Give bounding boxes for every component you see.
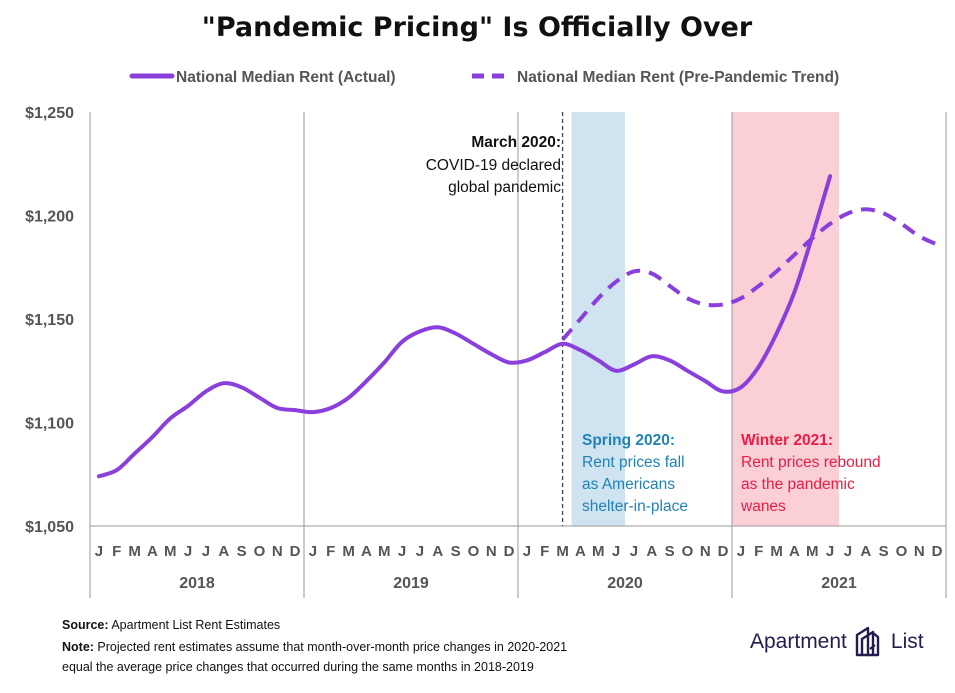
month-tick-label: J [416, 543, 424, 560]
month-tick-label: D [504, 543, 515, 560]
month-tick-label: M [128, 543, 141, 560]
footer-note-line-1: Projected rent estimates assume that mon… [93, 640, 568, 654]
month-tick-label: J [737, 543, 745, 560]
month-tick-label: M [770, 543, 783, 560]
month-tick-label: F [540, 543, 549, 560]
month-tick-label: O [468, 543, 480, 560]
month-tick-label: M [164, 543, 177, 560]
month-tick-label: N [914, 543, 925, 560]
footer-note-label: Note: [62, 640, 94, 654]
month-tick-label: J [612, 543, 620, 560]
year-label: 2020 [607, 575, 643, 592]
month-tick-label: F [326, 543, 335, 560]
month-tick-label: A [218, 543, 229, 560]
month-tick-label: M [378, 543, 391, 560]
annotation-winter-2021: Winter 2021: Rent prices rebound as the … [740, 432, 881, 515]
annotation-spring-line-2: as Americans [582, 476, 675, 493]
month-tick-label: A [361, 543, 372, 560]
month-tick-label: N [486, 543, 497, 560]
legend-label-actual: National Median Rent (Actual) [176, 69, 396, 86]
month-tick-label: D [932, 543, 943, 560]
month-tick-label: J [826, 543, 834, 560]
legend-label-trend: National Median Rent (Pre-Pandemic Trend… [517, 69, 839, 86]
annotation-winter-line-3: wanes [740, 498, 786, 515]
apartment-list-logo: Apartment List [750, 624, 924, 660]
footer-note-line-2: equal the average price changes that occ… [62, 660, 534, 674]
footer-note: Note: Projected rent estimates assume th… [62, 637, 567, 677]
annotation-spring-line-3: shelter-in-place [582, 498, 688, 515]
annotation-march-line-1: COVID-19 declared [426, 157, 561, 174]
month-tick-label: M [556, 543, 569, 560]
month-tick-label: J [398, 543, 406, 560]
y-tick-label: $1,050 [25, 519, 74, 536]
year-label: 2018 [179, 575, 215, 592]
annotation-winter-title: Winter 2021: [741, 432, 833, 449]
month-tick-label: M [592, 543, 605, 560]
month-tick-label: S [451, 543, 461, 560]
month-tick-label: O [896, 543, 908, 560]
footer-source-label: Source: [62, 618, 109, 632]
month-tick-label: F [754, 543, 763, 560]
month-tick-label: A [860, 543, 871, 560]
month-tick-label: F [112, 543, 121, 560]
building-mark-icon [855, 626, 880, 657]
footer-source-text: Apartment List Rent Estimates [108, 618, 281, 632]
month-tick-label: J [202, 543, 210, 560]
annotation-winter-line-2: as the pandemic [741, 476, 855, 493]
month-tick-label: A [432, 543, 443, 560]
month-tick-label: M [342, 543, 355, 560]
series-line-trend [561, 207, 938, 342]
chart-title: "Pandemic Pricing" Is Officially Over [202, 12, 753, 43]
footer-source: Source: Apartment List Rent Estimates [62, 615, 280, 635]
month-tick-label: D [718, 543, 729, 560]
month-tick-label: J [844, 543, 852, 560]
legend: National Median Rent (Actual) National M… [129, 69, 839, 86]
month-tick-label: J [630, 543, 638, 560]
annotation-spring-2020: Spring 2020: Rent prices fall as America… [582, 432, 688, 515]
annotation-spring-title: Spring 2020: [582, 432, 675, 449]
month-tick-label: A [646, 543, 657, 560]
month-tick-label: S [879, 543, 889, 560]
month-tick-label: J [95, 543, 103, 560]
y-tick-label: $1,100 [25, 416, 74, 433]
month-tick-label: A [575, 543, 586, 560]
logo-text-left: Apartment [750, 630, 847, 653]
annotation-spring-line-1: Rent prices fall [582, 454, 685, 471]
month-tick-label: J [309, 543, 317, 560]
month-tick-label: D [290, 543, 301, 560]
y-tick-label: $1,200 [25, 209, 74, 226]
month-tick-label: O [254, 543, 266, 560]
month-tick-label: J [184, 543, 192, 560]
year-label: 2021 [821, 575, 857, 592]
month-tick-label: A [789, 543, 800, 560]
annotation-march-2020: March 2020: COVID-19 declared global pan… [426, 134, 562, 196]
y-tick-label: $1,150 [25, 312, 74, 329]
annotation-winter-line-1: Rent prices rebound [741, 454, 881, 471]
month-tick-label: S [237, 543, 247, 560]
series-line-actual [96, 174, 833, 479]
annotation-march-line-2: global pandemic [448, 179, 561, 196]
y-tick-label: $1,250 [25, 105, 74, 122]
month-tick-label: N [272, 543, 283, 560]
annotation-march-title: March 2020: [471, 134, 561, 151]
logo-text-right: List [890, 630, 924, 653]
month-tick-label: A [147, 543, 158, 560]
month-tick-label: M [806, 543, 819, 560]
month-tick-label: O [682, 543, 694, 560]
month-tick-label: J [523, 543, 531, 560]
year-label: 2019 [393, 575, 429, 592]
month-tick-label: N [700, 543, 711, 560]
month-tick-label: S [665, 543, 675, 560]
